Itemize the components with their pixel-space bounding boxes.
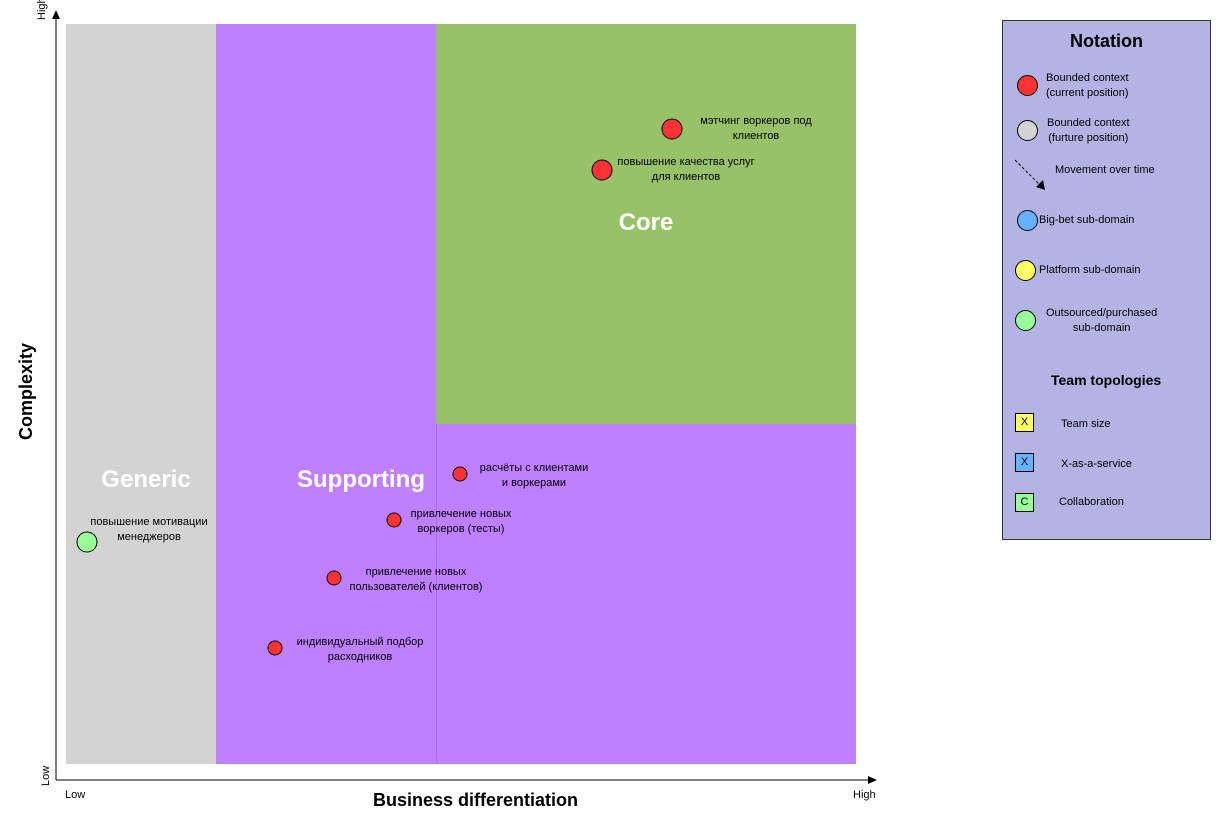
legend-current-dot (1017, 75, 1038, 96)
legend-title: Notation (1070, 31, 1143, 51)
core-region (436, 24, 856, 424)
x-low-label: Low (65, 789, 86, 801)
team-topologies-title: Team topologies (1051, 372, 1162, 388)
legend-bigbet-dot (1017, 210, 1038, 231)
context-dot-payments[interactable] (452, 466, 468, 482)
y-axis-arrow (52, 10, 60, 19)
context-dot-matching[interactable] (661, 118, 683, 140)
context-label-user-acquisition: привлечение новых пользователей (клиентов… (349, 566, 483, 593)
legend-future-dot (1017, 120, 1038, 141)
x-axis-title: Business differentiation (373, 790, 579, 810)
xaas-label: X-as-a-service (1061, 458, 1132, 470)
supporting-label: Supporting (297, 466, 425, 493)
generic-region (66, 24, 216, 764)
context-label-motivation: повышение мотивации менеджеров (90, 516, 208, 543)
context-label-quality: повышение качества услуг для клиентов (617, 156, 755, 183)
legend-outsourced-label: Outsourced/purchased sub-domain (1046, 307, 1158, 334)
movement-arrow-icon (1014, 159, 1045, 190)
context-label-payments: расчёты с клиентами и воркерами (479, 462, 589, 489)
supporting-region (216, 24, 436, 764)
legend-platform-dot (1015, 260, 1036, 281)
context-dot-motivation[interactable] (76, 531, 98, 553)
legend-outsourced-dot (1015, 310, 1036, 331)
context-dot-quality[interactable] (591, 159, 613, 181)
core-label: Core (618, 209, 674, 236)
team-size-label: Team size (1061, 418, 1111, 430)
legend-platform-label: Platform sub-domain (1039, 264, 1141, 276)
legend-future-label: Bounded context (furture position) (1047, 117, 1130, 144)
y-low-label: Low (40, 765, 52, 786)
y-axis-title: Complexity (16, 342, 36, 440)
context-label-consumables: индивидуальный подбор расходников (296, 636, 424, 663)
context-dot-consumables[interactable] (267, 640, 283, 656)
xaas-box: X (1015, 453, 1034, 472)
notation-legend: Notation Bounded context (current positio… (1002, 20, 1211, 540)
y-high-label: High (36, 0, 48, 20)
x-high-label: High (853, 789, 876, 801)
context-label-matching: мэтчинг воркеров под клиентов (700, 115, 812, 142)
context-dot-worker-acquisition[interactable] (386, 512, 402, 528)
x-axis-arrow (868, 776, 877, 784)
collaboration-label: Collaboration (1059, 496, 1124, 508)
generic-label: Generic (101, 466, 191, 493)
legend-bigbet-label: Big-bet sub-domain (1039, 214, 1135, 226)
context-dot-user-acquisition[interactable] (326, 570, 342, 586)
supporting-region-right (436, 424, 856, 764)
legend-current-label: Bounded context (current position) (1046, 72, 1129, 99)
team-size-box: X (1015, 413, 1034, 432)
collaboration-box: C (1015, 493, 1034, 512)
legend-movement-label: Movement over time (1055, 164, 1155, 176)
context-label-worker-acquisition: привлечение новых воркеров (тесты) (410, 508, 512, 535)
